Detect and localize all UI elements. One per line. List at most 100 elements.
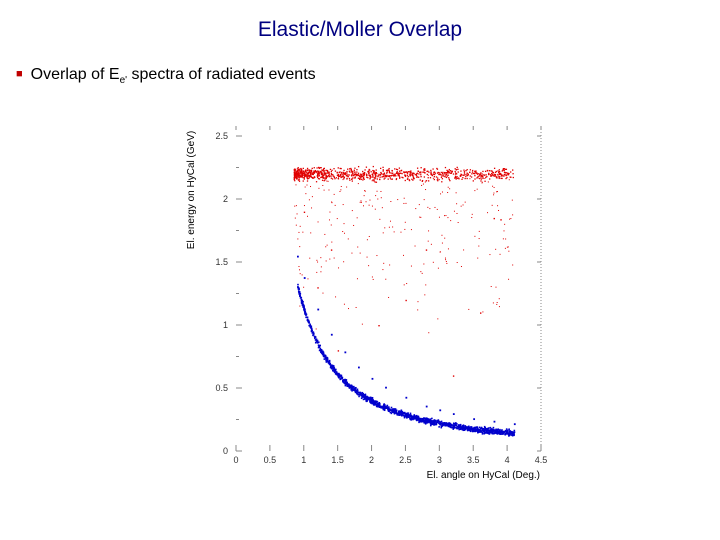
moller-point xyxy=(350,388,352,391)
elastic-point xyxy=(313,172,315,174)
moller-point xyxy=(357,391,360,394)
moller-point xyxy=(300,300,303,302)
elastic-point xyxy=(464,174,466,176)
elastic-point xyxy=(382,169,384,171)
moller-point xyxy=(398,413,401,416)
moller-point xyxy=(491,432,494,435)
moller-point xyxy=(504,430,507,433)
elastic-tail-point xyxy=(326,180,328,182)
moller-point xyxy=(459,425,461,427)
elastic-tail-point xyxy=(512,214,514,216)
elastic-point xyxy=(410,171,412,174)
moller-point xyxy=(453,425,455,427)
moller-point xyxy=(348,384,351,387)
moller-point xyxy=(461,427,464,430)
moller-point xyxy=(317,308,320,311)
moller-point xyxy=(462,425,465,427)
elastic-tail-point xyxy=(434,206,436,208)
elastic-point xyxy=(450,172,452,174)
x-tick-label: 4 xyxy=(505,455,510,465)
elastic-point xyxy=(476,172,478,174)
elastic-point xyxy=(369,178,371,180)
moller-point xyxy=(374,400,376,403)
chart-axes: 0 0.5 1 1.5 2 2.5 0 0.5 1 1.5 2 2.5 3 3.5 4 4.5 xyxy=(215,126,547,465)
elastic-point xyxy=(312,173,314,176)
elastic-point xyxy=(356,171,358,173)
moller-point xyxy=(382,408,385,411)
elastic-tail-point xyxy=(295,205,297,207)
elastic-tail-point xyxy=(512,264,514,266)
elastic-point xyxy=(356,174,359,176)
elastic-tail-point xyxy=(441,191,443,193)
elastic-tail-point xyxy=(511,199,513,201)
elastic-point xyxy=(406,175,409,177)
elastic-point xyxy=(427,170,429,172)
elastic-points xyxy=(293,165,514,377)
moller-point xyxy=(383,406,386,409)
moller-point xyxy=(431,421,434,424)
moller-point xyxy=(398,412,400,415)
elastic-point xyxy=(299,168,301,170)
moller-point xyxy=(424,417,426,420)
elastic-point xyxy=(442,171,444,174)
elastic-tail-point xyxy=(454,173,456,175)
elastic-point xyxy=(476,177,478,179)
elastic-point xyxy=(330,171,333,173)
elastic-point xyxy=(448,171,451,173)
elastic-point xyxy=(494,174,496,177)
moller-point xyxy=(372,399,374,402)
moller-point xyxy=(400,409,403,412)
elastic-point xyxy=(438,172,440,174)
moller-point xyxy=(298,291,301,293)
elastic-point xyxy=(389,175,392,177)
elastic-tail-point xyxy=(363,205,365,207)
moller-point xyxy=(448,422,450,424)
elastic-tail-point xyxy=(371,205,373,207)
elastic-point xyxy=(420,174,422,176)
elastic-point xyxy=(437,180,439,182)
moller-point xyxy=(425,421,427,423)
elastic-point xyxy=(381,176,383,178)
elastic-point xyxy=(339,175,341,177)
elastic-tail-point xyxy=(424,294,426,296)
moller-point xyxy=(347,385,350,388)
moller-point xyxy=(378,403,380,406)
elastic-point xyxy=(340,171,343,174)
moller-point xyxy=(493,432,496,434)
moller-point xyxy=(404,414,407,416)
elastic-point xyxy=(375,169,377,171)
moller-point xyxy=(430,421,432,423)
elastic-point xyxy=(411,173,413,175)
elastic-point xyxy=(357,172,360,174)
elastic-point xyxy=(317,175,320,177)
x-tick-label: 3.5 xyxy=(467,455,480,465)
moller-point xyxy=(308,321,311,324)
elastic-tail-point xyxy=(338,178,340,180)
elastic-point xyxy=(505,177,507,180)
moller-point xyxy=(366,396,368,398)
elastic-point xyxy=(345,174,347,177)
elastic-tail-point xyxy=(382,269,384,271)
moller-point xyxy=(339,378,342,380)
moller-point xyxy=(310,330,313,333)
elastic-point xyxy=(466,174,469,177)
moller-point xyxy=(391,408,394,410)
elastic-point xyxy=(413,172,415,175)
elastic-point xyxy=(493,217,495,220)
elastic-point xyxy=(510,171,512,173)
elastic-point xyxy=(469,169,472,171)
elastic-point xyxy=(365,166,368,168)
moller-point xyxy=(481,431,484,434)
elastic-tail-point xyxy=(360,200,362,202)
elastic-tail-point xyxy=(364,190,366,192)
moller-point xyxy=(441,425,444,427)
elastic-point xyxy=(436,168,439,170)
elastic-point xyxy=(393,174,396,177)
moller-point xyxy=(343,382,345,384)
moller-point xyxy=(462,424,465,427)
elastic-tail-point xyxy=(420,271,422,273)
elastic-tail-point xyxy=(421,272,423,274)
elastic-point xyxy=(497,175,499,177)
elastic-point xyxy=(343,172,345,174)
moller-point xyxy=(405,396,408,399)
